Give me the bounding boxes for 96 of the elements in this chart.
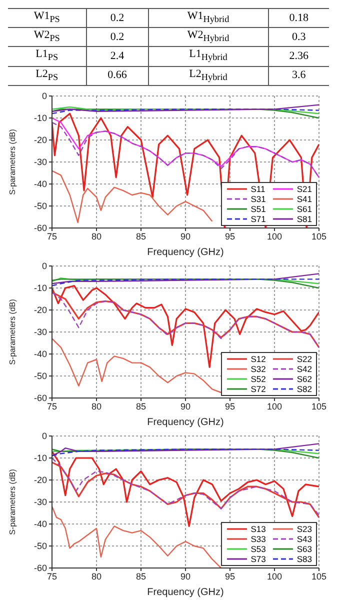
line-series (52, 506, 222, 568)
legend-label: S11 (250, 184, 266, 194)
legend-label: S72 (250, 384, 266, 394)
x-axis-title: Frequency (GHz) (147, 416, 224, 428)
x-tick-label: 100 (266, 571, 282, 582)
text: W2$_{PS}$ (8, 28, 86, 47)
x-axis-title: Frequency (GHz) (147, 246, 224, 258)
text: W1$_{Hybrid}$ (148, 8, 268, 28)
legend-label: S73 (250, 554, 266, 564)
y-tick-label: -40 (34, 518, 47, 529)
y-tick-label: -30 (34, 326, 47, 337)
line-series (52, 104, 319, 112)
y-tick-label: -20 (34, 304, 47, 315)
x-tick-label: 75 (46, 401, 58, 412)
y-tick-label: -30 (34, 156, 47, 167)
y-tick-label: 0 (42, 260, 47, 271)
x-tick-label: 90 (180, 571, 191, 582)
legend-label: S53 (250, 544, 266, 554)
legend-label: S43 (296, 534, 312, 544)
x-tick-label: 100 (266, 401, 282, 412)
legend-label: S13 (250, 524, 266, 534)
x-tick-label: 85 (136, 231, 146, 242)
legend-label: S42 (296, 364, 312, 374)
line-series (52, 170, 213, 223)
text: L1$_{PS}$ (8, 46, 86, 66)
text: L1$_{Hybrid}$ (148, 46, 268, 66)
y-tick-label: -50 (34, 540, 47, 551)
legend-label: S33 (250, 534, 266, 544)
x-tick-label: 90 (180, 401, 191, 412)
legend-label: S22 (296, 354, 312, 364)
x-tick-label: 95 (224, 571, 236, 582)
x-tick-label: 105 (311, 401, 327, 412)
y-tick-label: -10 (34, 282, 47, 293)
legend-label: S31 (250, 194, 266, 204)
y-tick-label: -10 (34, 452, 47, 463)
legend-label: S23 (296, 524, 312, 534)
y-tick-label: -60 (34, 392, 47, 403)
y-tick-label: -50 (34, 370, 47, 381)
y-tick-label: -50 (34, 200, 47, 211)
x-tick-label: 105 (311, 231, 327, 242)
y-tick-label: -20 (34, 474, 47, 485)
text: W1$_{PS}$ (8, 8, 86, 28)
y-tick-label: -10 (34, 112, 47, 123)
text: 2.36 (268, 46, 329, 66)
text: L2$_{PS}$ (8, 66, 86, 86)
text: 0.3 (268, 28, 329, 47)
legend-label: S63 (296, 544, 312, 554)
legend-label: S21 (296, 184, 312, 194)
line-series (52, 272, 319, 284)
legend-label: S61 (296, 204, 312, 214)
legend-label: S71 (250, 214, 266, 224)
text: 0.2 (86, 28, 148, 47)
x-tick-label: 75 (46, 571, 58, 582)
y-tick-label: -30 (34, 496, 47, 507)
x-tick-label: 95 (224, 231, 236, 242)
legend-label: S82 (296, 384, 312, 394)
text: 3.6 (268, 66, 329, 86)
y-tick-label: -60 (34, 222, 47, 233)
x-tick-label: 80 (91, 571, 102, 582)
x-tick-label: 85 (136, 571, 146, 582)
y-axis-title: S-parameters (dB) (8, 298, 17, 365)
line-series (52, 442, 319, 456)
legend-label: S62 (296, 374, 312, 384)
x-tick-label: 100 (266, 231, 282, 242)
y-tick-label: -40 (34, 348, 47, 359)
legend-label: S32 (250, 364, 266, 374)
line-series (52, 284, 319, 368)
x-axis-title: Frequency (GHz) (147, 586, 224, 598)
x-tick-label: 80 (91, 231, 102, 242)
y-tick-label: -40 (34, 178, 47, 189)
x-tick-label: 80 (91, 401, 102, 412)
text: W2$_{Hybrid}$ (148, 28, 268, 47)
text: 0.18 (268, 8, 329, 28)
x-tick-label: 90 (180, 231, 191, 242)
x-tick-label: 95 (224, 401, 236, 412)
y-tick-label: -60 (34, 562, 47, 573)
text: 0.2 (86, 8, 148, 28)
legend-label: S81 (296, 214, 312, 224)
x-tick-label: 105 (311, 571, 327, 582)
line-series (52, 450, 319, 527)
line-series (52, 338, 222, 393)
legend-label: S12 (250, 354, 266, 364)
y-tick-label: -20 (34, 134, 47, 145)
y-axis-title: S-parameters (dB) (8, 128, 17, 195)
legend-label: S51 (250, 204, 266, 214)
y-axis-title: S-parameters (dB) (8, 468, 17, 535)
legend-label: S83 (296, 554, 312, 564)
x-tick-label: 75 (46, 231, 58, 242)
y-tick-label: 0 (42, 430, 47, 441)
legend-label: S52 (250, 374, 266, 384)
text: 0.66 (86, 66, 148, 86)
legend-label: S41 (296, 194, 312, 204)
text: L2$_{Hybrid}$ (148, 66, 268, 86)
text: 2.4 (86, 46, 148, 66)
x-tick-label: 85 (136, 401, 146, 412)
y-tick-label: 0 (42, 90, 47, 101)
